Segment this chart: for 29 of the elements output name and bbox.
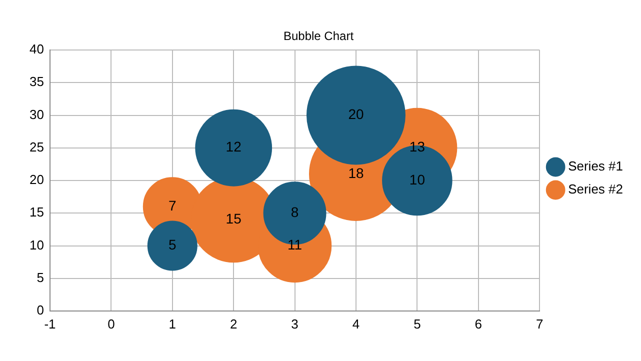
y-tick-label: 5 <box>36 270 44 285</box>
y-tick-label: 40 <box>30 42 44 57</box>
y-tick-label: 15 <box>30 204 44 220</box>
x-tick-label: 3 <box>291 316 298 332</box>
y-tick-label: 25 <box>30 139 44 154</box>
x-tick-label: 7 <box>536 316 544 332</box>
x-tick-label: 0 <box>108 316 115 332</box>
chart-title: Bubble Chart <box>283 29 354 44</box>
data-label: 10 <box>409 171 426 188</box>
y-tick-label: 0 <box>36 302 44 318</box>
x-tick-label: 2 <box>230 316 238 332</box>
x-tick-label: 5 <box>414 316 421 332</box>
y-tick-label: 30 <box>30 106 44 122</box>
data-label: 7 <box>168 197 176 214</box>
x-tick-label: 4 <box>352 316 360 332</box>
y-tick-label: 35 <box>30 74 44 90</box>
data-label: 5 <box>168 236 176 253</box>
y-tick-label: 20 <box>30 172 44 188</box>
data-label: 15 <box>226 210 242 227</box>
data-label: 8 <box>290 204 299 220</box>
data-label: 18 <box>348 164 364 181</box>
x-tick-label: 1 <box>168 316 176 332</box>
y-tick-label: 10 <box>30 237 44 252</box>
x-tick-label: 6 <box>474 316 482 332</box>
legend-label: Series #2 <box>568 182 623 197</box>
data-label: 12 <box>226 138 242 155</box>
legend-label: Series #1 <box>568 158 623 174</box>
data-label: 20 <box>348 106 364 122</box>
x-tick-label: -1 <box>44 316 56 332</box>
